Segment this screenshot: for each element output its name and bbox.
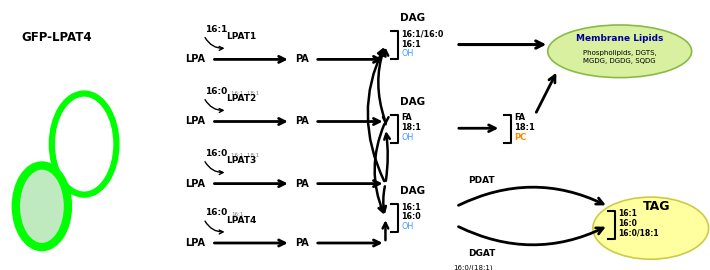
Text: LPA: LPA xyxy=(185,116,205,127)
Text: DAG: DAG xyxy=(400,97,425,107)
Text: 16:1/16:0: 16:1/16:0 xyxy=(401,30,444,39)
Text: 16:1: 16:1 xyxy=(204,25,227,34)
Circle shape xyxy=(16,166,68,247)
Text: Membrane Lipids: Membrane Lipids xyxy=(576,34,663,43)
Text: 16:1: 16:1 xyxy=(401,202,421,212)
Text: LPAT1: LPAT1 xyxy=(226,32,256,41)
Text: 16:0: 16:0 xyxy=(618,219,638,228)
Text: DAG: DAG xyxy=(400,186,425,196)
Text: DGAT: DGAT xyxy=(468,249,495,258)
Text: LPAT4: LPAT4 xyxy=(226,216,256,225)
Text: PA: PA xyxy=(295,178,309,189)
Text: 16:1: 16:1 xyxy=(401,39,421,49)
Text: PDAT: PDAT xyxy=(468,176,495,185)
Ellipse shape xyxy=(593,197,709,259)
Text: FA: FA xyxy=(514,113,525,123)
Text: PA: PA xyxy=(295,238,309,248)
Text: 18:1: 18:1 xyxy=(401,123,421,132)
Text: GFP-LPAT4: GFP-LPAT4 xyxy=(21,31,92,44)
Text: DAG: DAG xyxy=(400,13,425,23)
Text: OH: OH xyxy=(401,133,413,142)
Text: 16:0: 16:0 xyxy=(401,212,421,221)
Text: OH: OH xyxy=(401,222,413,231)
Text: Phospholipids, DGTS,
MGDG, DGDG, SQDG: Phospholipids, DGTS, MGDG, DGDG, SQDG xyxy=(583,50,657,65)
Text: 16:0/(18:1): 16:0/(18:1) xyxy=(453,264,493,270)
Text: 16:1, 18:1: 16:1, 18:1 xyxy=(231,152,260,157)
Text: 16:0: 16:0 xyxy=(204,208,227,217)
Text: PA: PA xyxy=(295,54,309,65)
Text: LPA: LPA xyxy=(185,238,205,248)
Text: OH: OH xyxy=(401,49,413,58)
Text: LPA: LPA xyxy=(185,178,205,189)
Text: 18:1: 18:1 xyxy=(514,123,535,132)
Text: 16:0: 16:0 xyxy=(204,149,227,158)
Text: PA: PA xyxy=(295,116,309,127)
Text: LPAT3: LPAT3 xyxy=(226,156,256,165)
Text: 16:1, 18:1: 16:1, 18:1 xyxy=(231,90,260,95)
Text: PC: PC xyxy=(514,133,526,142)
Ellipse shape xyxy=(547,25,692,77)
Text: 16:1: 16:1 xyxy=(231,212,244,217)
Text: LPAT2: LPAT2 xyxy=(226,94,256,103)
Text: 16:0/18:1: 16:0/18:1 xyxy=(618,229,659,238)
Text: FA: FA xyxy=(401,113,412,123)
Text: 16:1: 16:1 xyxy=(618,209,638,218)
Text: 16:0: 16:0 xyxy=(204,87,227,96)
Text: TAG: TAG xyxy=(643,200,670,213)
Text: LPA: LPA xyxy=(185,54,205,65)
